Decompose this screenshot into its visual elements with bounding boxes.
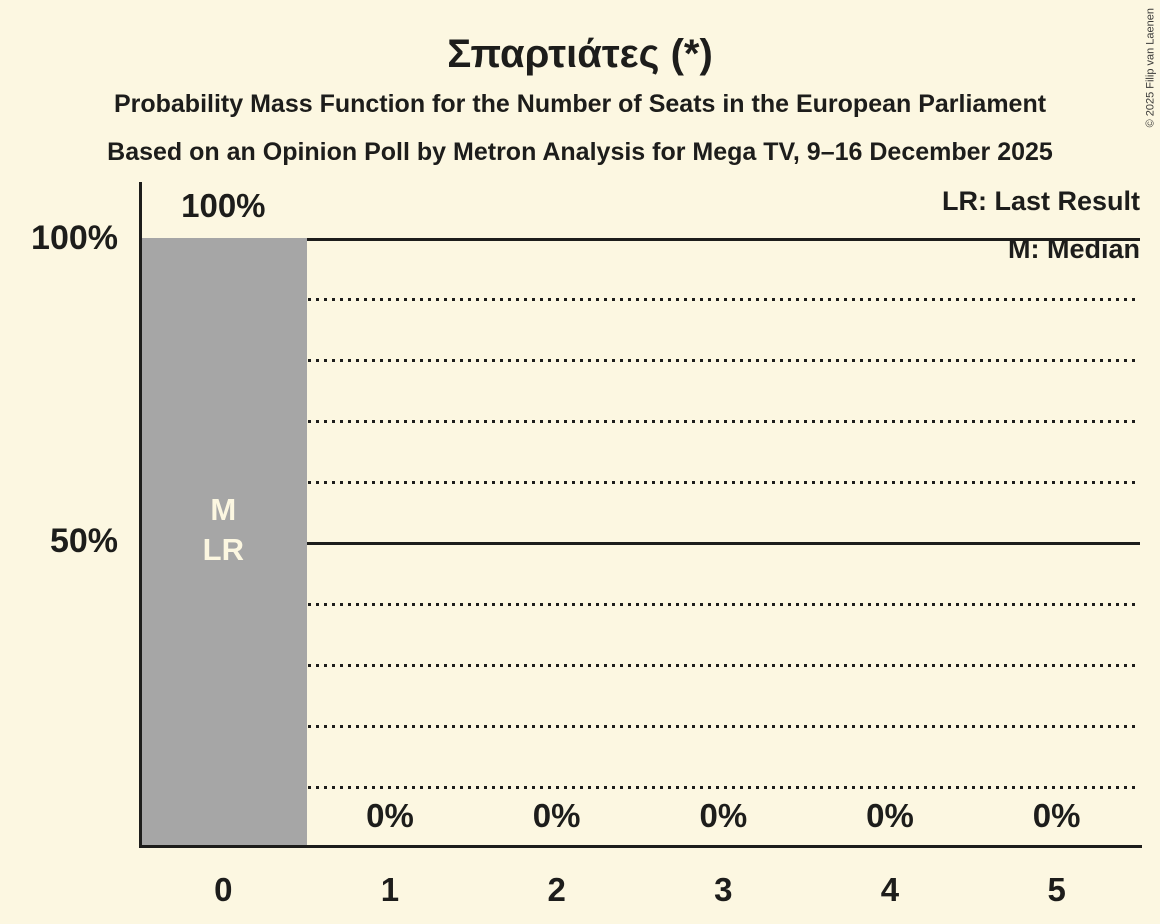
- gridline-solid-50: [140, 541, 1140, 545]
- copyright-notice: © 2025 Filip van Laenen: [1144, 8, 1156, 128]
- x-axis-tick-label-5: 5: [1047, 871, 1066, 908]
- chart-title: Σπαρτιάτες (*): [447, 32, 713, 76]
- gridline-dotted-30: [140, 663, 1140, 667]
- bar-value-label-4: 0%: [866, 797, 914, 834]
- chart-subtitle-line1: Probability Mass Function for the Number…: [113, 90, 1047, 118]
- bar-annotation-label: M: [210, 492, 237, 527]
- gridline-dotted-70: [140, 419, 1140, 423]
- gridline-dotted-80: [140, 358, 1140, 362]
- bar-value-label-1: 0%: [366, 797, 414, 834]
- gridline-dotted-10: [140, 785, 1140, 789]
- x-axis-line: [139, 845, 1142, 848]
- plot-area: 100% M LR 0% 0% 0% 0% 0%: [140, 189, 1140, 848]
- gridline-solid-100: [140, 238, 1140, 241]
- x-axis-tick-label-2: 2: [547, 871, 566, 908]
- bar-value-label-3: 0%: [699, 797, 748, 834]
- legend-median: M: Median: [1008, 234, 1140, 264]
- chart-subtitle-line2: Based on an Opinion Poll by Metron Analy…: [107, 138, 1053, 166]
- gridline-dotted-20: [140, 724, 1140, 728]
- y-axis-tick-label-50: 50%: [49, 522, 118, 560]
- bar-value-label-2: 0%: [532, 797, 581, 834]
- x-axis-tick-label-1: 1: [380, 871, 400, 908]
- legend-last-result: LR: Last Result: [941, 186, 1140, 216]
- x-axis-tick-label-0: 0: [214, 871, 233, 908]
- bar-seats-0: [140, 238, 307, 848]
- x-axis-tick-label-3: 3: [714, 871, 733, 908]
- bar-value-label-0: 100%: [181, 187, 266, 224]
- y-axis-line: [139, 182, 142, 848]
- bar-annotation-label: LR: [202, 532, 244, 567]
- bar-value-label-5: 0%: [1032, 797, 1081, 834]
- gridline-dotted-60: [140, 480, 1140, 484]
- gridline-dotted-90: [140, 297, 1140, 301]
- bar-annotation-0: M LR: [140, 490, 307, 570]
- gridline-dotted-40: [140, 602, 1140, 606]
- y-axis-tick-label-100: 100%: [31, 219, 118, 257]
- x-axis-tick-label-4: 4: [880, 871, 900, 908]
